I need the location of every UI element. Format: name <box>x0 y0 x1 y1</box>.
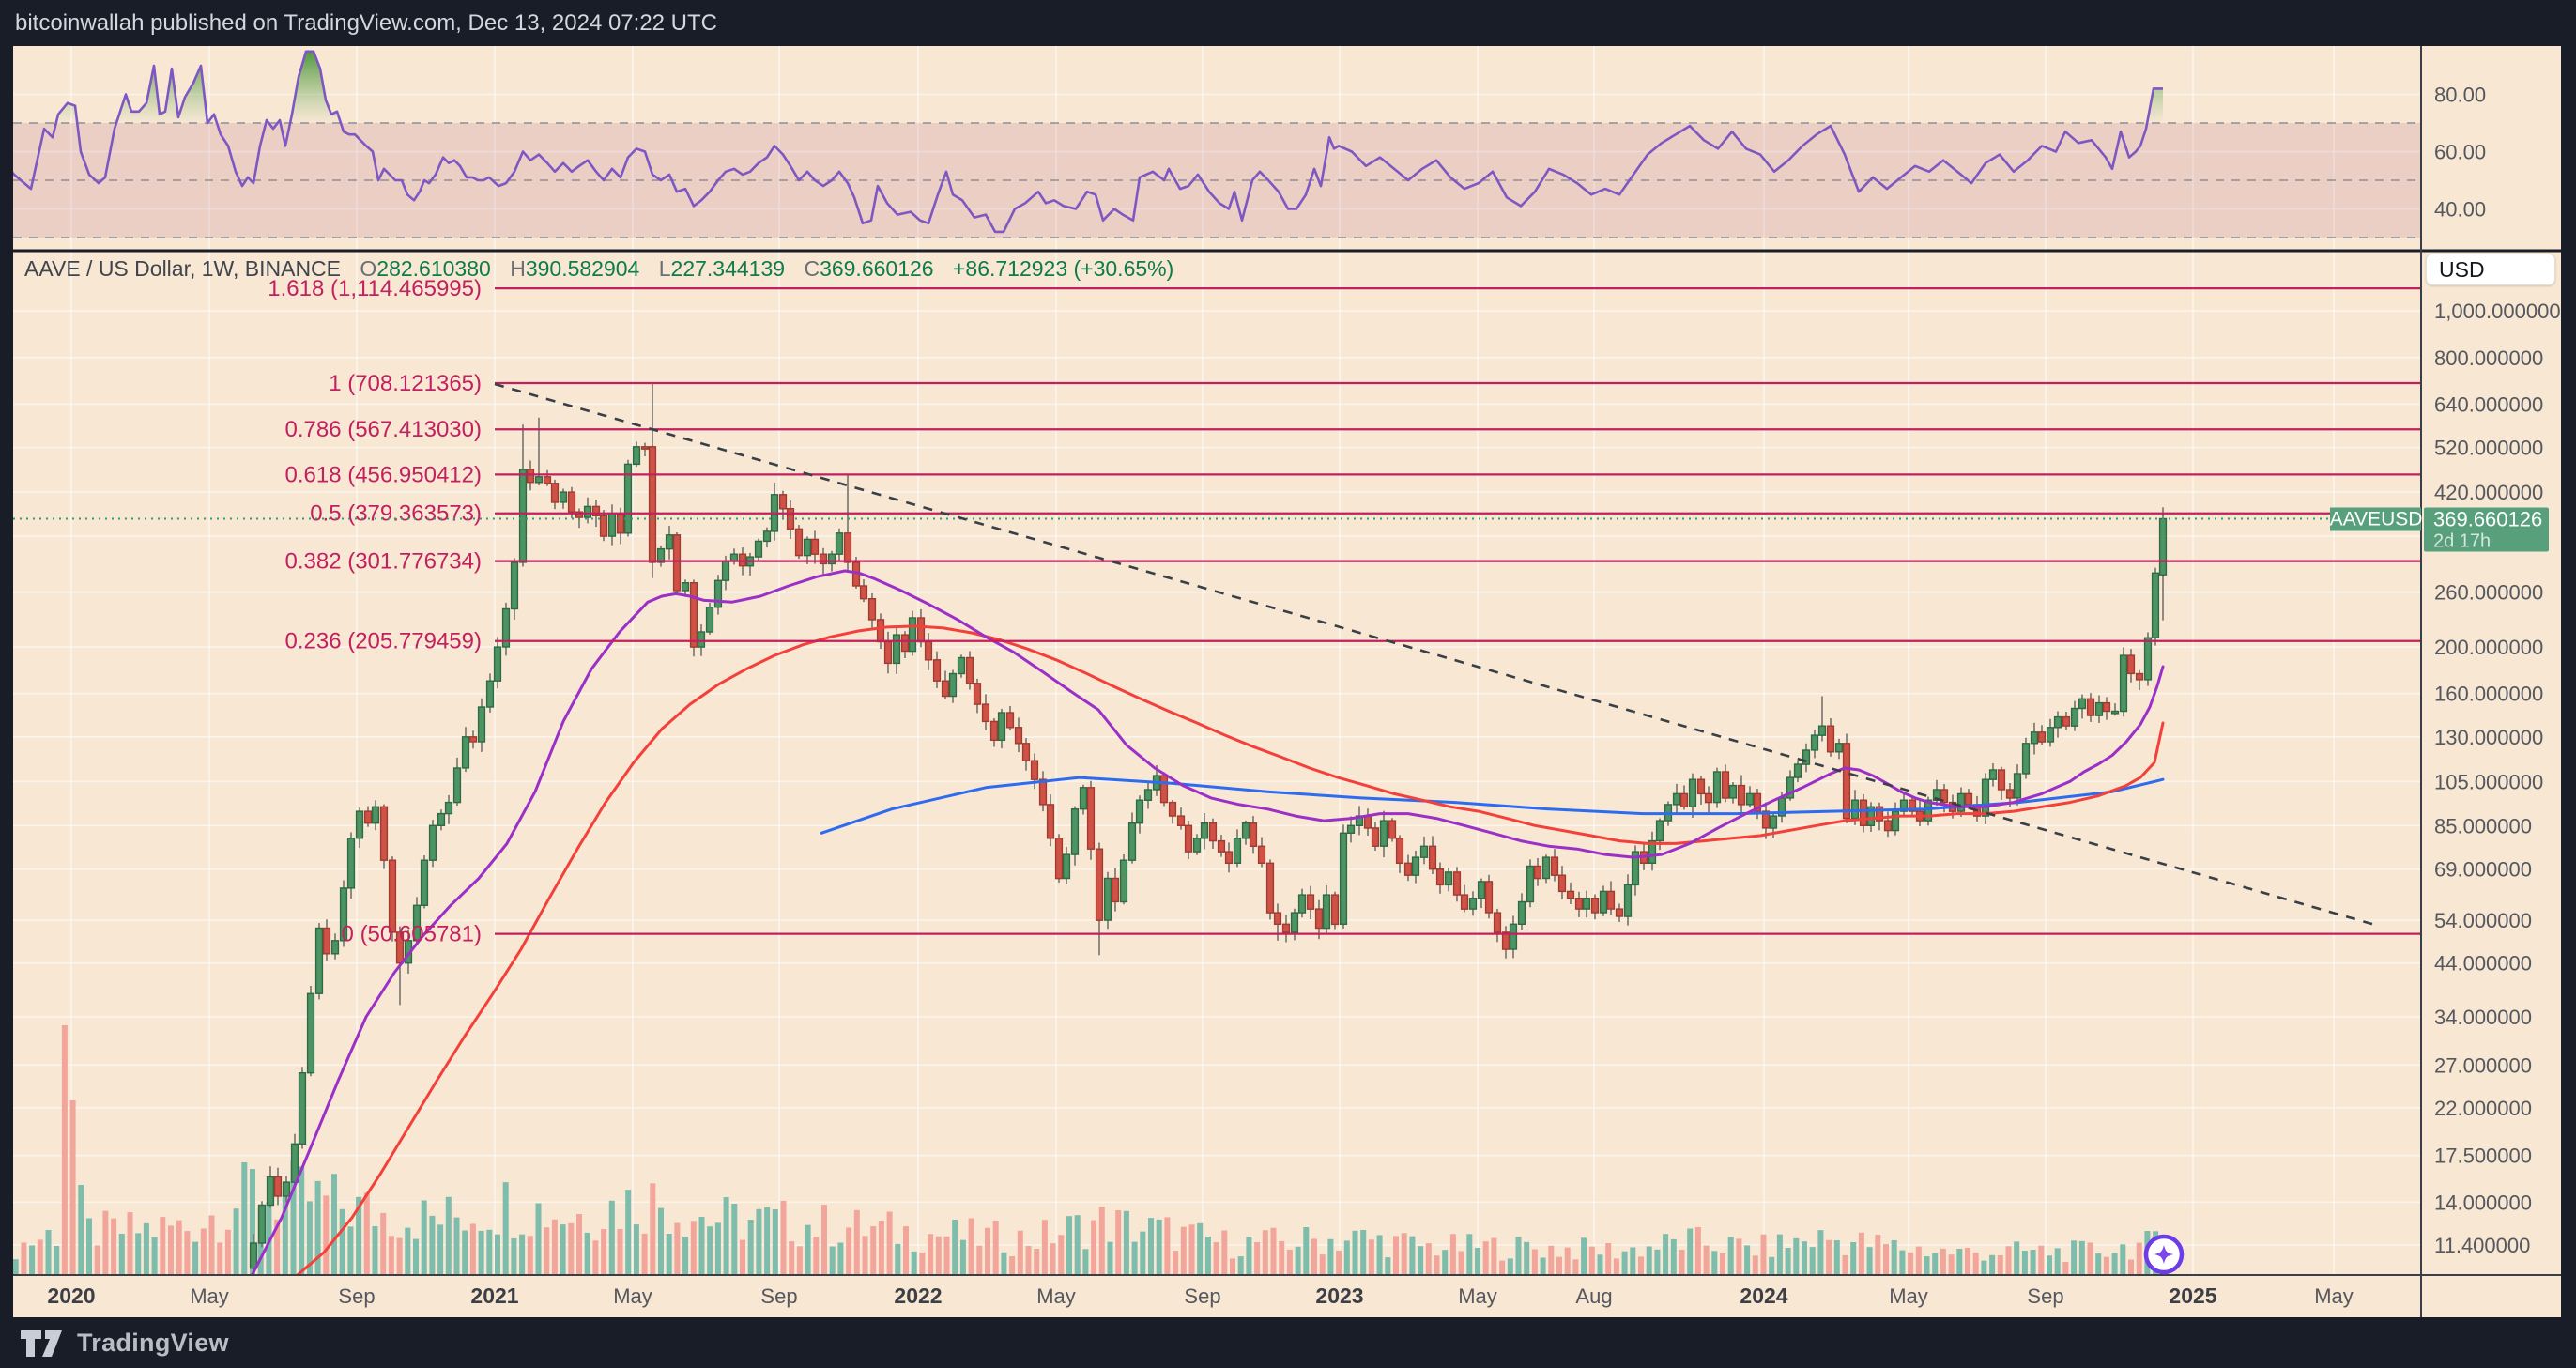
price-axis-label: 11.400000 <box>2434 1234 2530 1257</box>
rsi-axis-label: 60.00 <box>2434 141 2486 164</box>
price-axis-label: 85.000000 <box>2434 814 2532 838</box>
time-axis-label: 2020 <box>47 1283 95 1308</box>
price-axis-label: 130.000000 <box>2434 726 2543 749</box>
price-axis-label: 520.000000 <box>2434 437 2543 460</box>
symbol-tag-label: AAVEUSD <box>2330 508 2423 530</box>
time-axis-label: May <box>1458 1284 1497 1308</box>
fib-label: 0.786 (567.413030) <box>284 417 482 442</box>
price-axis-label: 200.000000 <box>2434 636 2543 659</box>
time-axis-label: May <box>1036 1284 1076 1308</box>
rsi-axis-label: 80.00 <box>2434 84 2486 107</box>
fib-label: 0.382 (301.776734) <box>284 549 482 575</box>
fib-retracement[interactable]: 1.618 (1,114.465995) 1 (708.121365) 0.786 … <box>268 276 2421 947</box>
ma-20w-line <box>250 569 2165 1275</box>
price-axis-label: 17.500000 <box>2434 1145 2532 1168</box>
candles <box>249 383 2168 1275</box>
symbol-legend: AAVE / US Dollar, 1W, BINANCE O282.61038… <box>24 256 1173 282</box>
time-axis-label: Sep <box>760 1284 797 1308</box>
time-axis-label: 2024 <box>1740 1283 1787 1308</box>
price-axis-label: 105.000000 <box>2434 770 2543 793</box>
time-axis-label: Sep <box>338 1284 375 1308</box>
fib-label: 0.5 (379.363573) <box>310 501 482 527</box>
time-axis-label: Sep <box>1184 1284 1220 1308</box>
ohlc-open: O282.610380 <box>360 256 491 281</box>
ohlc-high: H390.582904 <box>510 256 640 281</box>
rsi-line <box>13 50 2163 234</box>
price-axis-label: 640.000000 <box>2434 392 2543 416</box>
price-axis-label: 14.000000 <box>2434 1191 2532 1214</box>
price-axis-label: 420.000000 <box>2434 481 2543 504</box>
fib-label: 1.618 (1,114.465995) <box>268 276 482 301</box>
change-percent: +86.712923 (+30.65%) <box>952 256 1174 281</box>
price-axis-label: 44.000000 <box>2434 952 2532 976</box>
time-axis-label: 2022 <box>894 1283 942 1308</box>
ohlc-close: C369.660126 <box>804 256 934 281</box>
time-axis-label: Aug <box>1575 1284 1612 1308</box>
time-axis-label: 2025 <box>2169 1283 2216 1308</box>
rsi-axis-label: 40.00 <box>2434 198 2486 222</box>
price-axis-label: 1,000.000000 <box>2434 300 2561 323</box>
price-axis-label: 22.000000 <box>2434 1097 2532 1120</box>
sparkle-icon <box>2154 1245 2173 1264</box>
time-axis-label: 2021 <box>470 1283 518 1308</box>
price-axis-label: 800.000000 <box>2434 346 2543 370</box>
volume-bars <box>13 1025 2159 1274</box>
price-axis-label: 260.000000 <box>2434 581 2543 605</box>
chart-background <box>13 46 2561 1317</box>
ohlc-low: L227.344139 <box>658 256 786 281</box>
time-axis-label: May <box>190 1284 229 1308</box>
fib-label: 0.618 (456.950412) <box>284 462 482 487</box>
symbol-title[interactable]: AAVE / US Dollar, 1W, BINANCE <box>24 256 342 281</box>
descending-trendline[interactable] <box>494 382 2376 927</box>
time-axis-label: Sep <box>2027 1284 2063 1308</box>
sparkle-marker-button[interactable] <box>2143 1234 2185 1275</box>
price-axis-label: 54.000000 <box>2434 909 2532 932</box>
price-axis-label: 69.000000 <box>2434 858 2532 882</box>
price-pane[interactable] <box>5 383 2168 1368</box>
fib-label: 0.236 (205.779459) <box>284 629 482 654</box>
bar-countdown: 2d 17h <box>2433 530 2491 551</box>
price-axis-label: 27.000000 <box>2434 1053 2532 1077</box>
fib-label: 1 (708.121365) <box>329 371 482 396</box>
price-axis-label: 160.000000 <box>2434 683 2543 706</box>
price-axis-label: 34.000000 <box>2434 1006 2532 1029</box>
currency-toggle-button[interactable]: USD <box>2426 254 2555 285</box>
tradingview-logo-icon[interactable] <box>19 1327 68 1359</box>
footer-bar: TradingView <box>0 1317 2576 1368</box>
ma-50w-line <box>295 624 2165 1275</box>
time-axis-label: May <box>2314 1284 2354 1308</box>
time-axis-label: May <box>613 1284 652 1308</box>
fib-label: 0 (50.605781) <box>342 922 482 947</box>
time-axis-label: May <box>1889 1284 1928 1308</box>
time-axis-label: 2023 <box>1315 1283 1363 1308</box>
tradingview-brand-text[interactable]: TradingView <box>77 1328 229 1357</box>
price-tag-value: 369.660126 <box>2433 507 2542 530</box>
price-axis[interactable]: 1,000.000000 800.000000 640.000000 520.0000… <box>2434 84 2561 1257</box>
attribution-bar: bitcoinwallah published on TradingView.c… <box>0 0 2576 46</box>
rsi-pane[interactable] <box>0 50 2421 238</box>
attribution-text: bitcoinwallah published on TradingView.c… <box>15 10 718 36</box>
time-axis[interactable]: 2020 May Sep 2021 May Sep 2022 May Sep 2023 May Aug… <box>47 1283 2353 1308</box>
